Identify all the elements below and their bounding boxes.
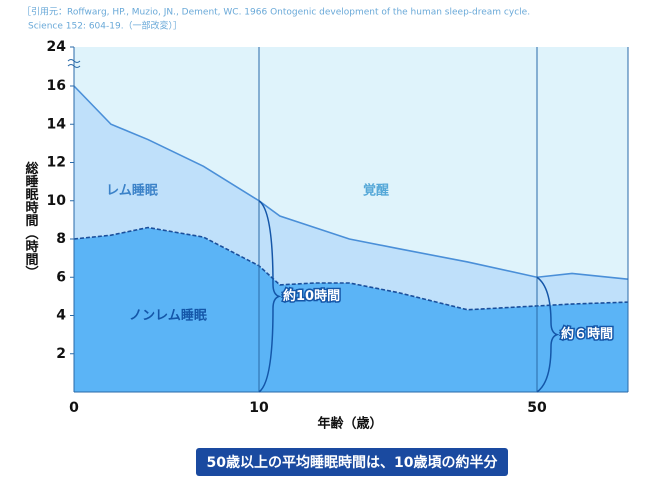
area-label: 覚醒 [362, 183, 389, 199]
axis-break [67, 59, 81, 68]
y-tick-label: 2 [56, 346, 66, 362]
y-tick-label: 16 [47, 78, 66, 94]
annotation: 約６時間 [561, 326, 613, 342]
x-tick-label: 50 [527, 400, 547, 416]
area-label: ノンレム睡眠 [129, 308, 207, 324]
x-tick-label: 0 [69, 400, 79, 416]
y-tick-label: 10 [47, 193, 67, 209]
footer-text: 50歳以上の平均睡眠時間は、10歳頃の約半分 [207, 454, 498, 471]
annotation: 約10時間 [283, 288, 340, 304]
brace [536, 276, 560, 393]
y-tick-label: 24 [47, 39, 67, 55]
x-tick-label: 10 [249, 400, 269, 416]
area [74, 227, 628, 392]
y-tick-label: 8 [56, 231, 66, 247]
y-tick-label: 4 [56, 308, 66, 324]
brace [258, 200, 282, 393]
y-tick-label: 6 [56, 269, 66, 285]
area [74, 86, 628, 310]
y-tick-label: 12 [47, 155, 66, 171]
x-axis-label: 年齢（歳） [317, 416, 382, 432]
y-axis-label: 総睡眠時間（時間） [23, 161, 40, 279]
footer-box [196, 448, 508, 476]
source-line: ［引用元：Roffwarg, HP., Muzio, JN., Dement, … [22, 7, 530, 18]
area-label: レム睡眠 [106, 183, 158, 199]
y-tick-label: 14 [47, 116, 67, 132]
source-line: Science 152: 604-19.（一部改変）］ [28, 20, 182, 32]
